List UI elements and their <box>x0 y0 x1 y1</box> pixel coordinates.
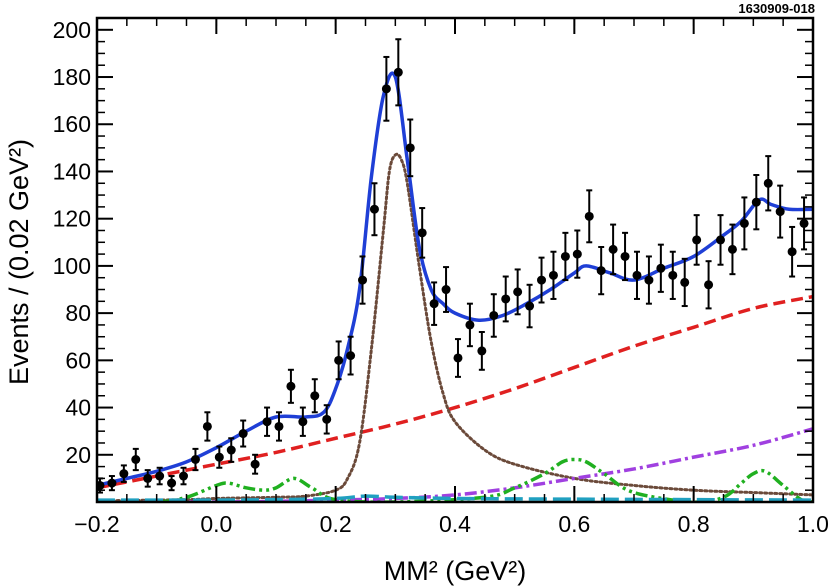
data-point <box>644 275 654 285</box>
data-point <box>775 207 785 217</box>
data-point <box>704 280 714 290</box>
x-tick-label: 1.0 <box>797 511 829 537</box>
data-point <box>393 67 403 77</box>
data-point <box>501 294 511 304</box>
data-point <box>190 455 200 465</box>
data-point <box>238 429 248 439</box>
data-point <box>119 469 129 479</box>
y-axis-title: Events / (0.02 GeV²) <box>4 139 34 385</box>
y-tick-label: 60 <box>65 347 91 373</box>
data-point <box>346 351 356 361</box>
data-point <box>107 478 117 488</box>
data-point <box>155 471 165 481</box>
data-point <box>620 251 630 261</box>
data-point <box>453 353 463 363</box>
data-point <box>763 178 773 188</box>
data-point <box>286 381 296 391</box>
fit-curve-dashed <box>97 294 813 490</box>
y-tick-label: 140 <box>53 158 91 184</box>
fit-curve-dash-dot <box>97 427 813 502</box>
data-point <box>668 270 678 280</box>
data-point <box>310 391 320 401</box>
data-point <box>274 421 284 431</box>
data-point <box>513 287 523 297</box>
data-point <box>751 197 761 207</box>
data-point <box>596 266 606 276</box>
figure-id: 1630909-018 <box>738 1 815 16</box>
data-point <box>537 275 547 285</box>
x-tick-label: 0.2 <box>320 511 352 537</box>
data-point <box>298 417 308 427</box>
data-point <box>417 228 427 238</box>
data-point <box>787 247 797 257</box>
data-point <box>131 455 141 465</box>
y-tick-label: 120 <box>53 206 91 232</box>
x-tick-label: −0.2 <box>74 511 119 537</box>
data-point <box>548 270 558 280</box>
data-point <box>250 459 260 469</box>
data-point <box>477 346 487 356</box>
data-point <box>489 310 499 320</box>
data-point <box>739 218 749 228</box>
x-tick-label: 0.6 <box>558 511 590 537</box>
data-point <box>525 301 535 311</box>
y-tick-label: 200 <box>53 17 91 43</box>
data-point <box>369 204 379 214</box>
x-tick-label: 0.4 <box>439 511 471 537</box>
data-point <box>572 249 582 259</box>
data-point <box>560 251 570 261</box>
fit-curve-solid <box>97 71 813 488</box>
data-point <box>716 235 726 245</box>
y-tick-label: 100 <box>53 253 91 279</box>
data-point <box>632 270 642 280</box>
data-point <box>179 471 189 481</box>
data-point <box>322 414 332 424</box>
data-point <box>334 355 344 365</box>
data-point <box>262 417 272 427</box>
x-tick-label: 0.0 <box>200 511 232 537</box>
data-point <box>656 263 666 273</box>
data-point <box>692 235 702 245</box>
x-axis-title: MM² (GeV²) <box>384 556 526 586</box>
fit-curve-dotted <box>97 152 813 502</box>
y-tick-label: 40 <box>65 395 91 421</box>
data-point <box>226 445 236 455</box>
data-point <box>143 473 153 483</box>
x-tick-label: 0.8 <box>678 511 710 537</box>
data-point <box>97 480 105 490</box>
fit-curve-dash-dot-dot <box>97 457 813 502</box>
plot-area <box>97 38 813 502</box>
data-point <box>358 275 368 285</box>
data-point <box>381 84 391 94</box>
data-point <box>429 299 439 309</box>
data-point <box>465 320 475 330</box>
data-point <box>167 478 177 488</box>
data-point <box>608 244 618 254</box>
y-tick-label: 20 <box>65 442 91 468</box>
data-point <box>441 285 451 295</box>
data-point <box>799 218 809 228</box>
data-point <box>202 421 212 431</box>
y-tick-label: 180 <box>53 64 91 90</box>
fit-curve-long-dash <box>97 494 813 502</box>
data-point <box>727 244 737 254</box>
data-point <box>405 143 415 153</box>
y-tick-label: 80 <box>65 300 91 326</box>
x-axis-ticks: −0.2 0.0 0.2 0.4 0.6 0.8 1.0 <box>74 18 829 537</box>
data-point <box>584 211 594 221</box>
y-tick-label: 160 <box>53 111 91 137</box>
y-axis-ticks: 20 40 60 80 100 120 140 160 180 200 <box>53 17 813 491</box>
data-point <box>680 277 690 287</box>
data-point <box>214 452 224 462</box>
